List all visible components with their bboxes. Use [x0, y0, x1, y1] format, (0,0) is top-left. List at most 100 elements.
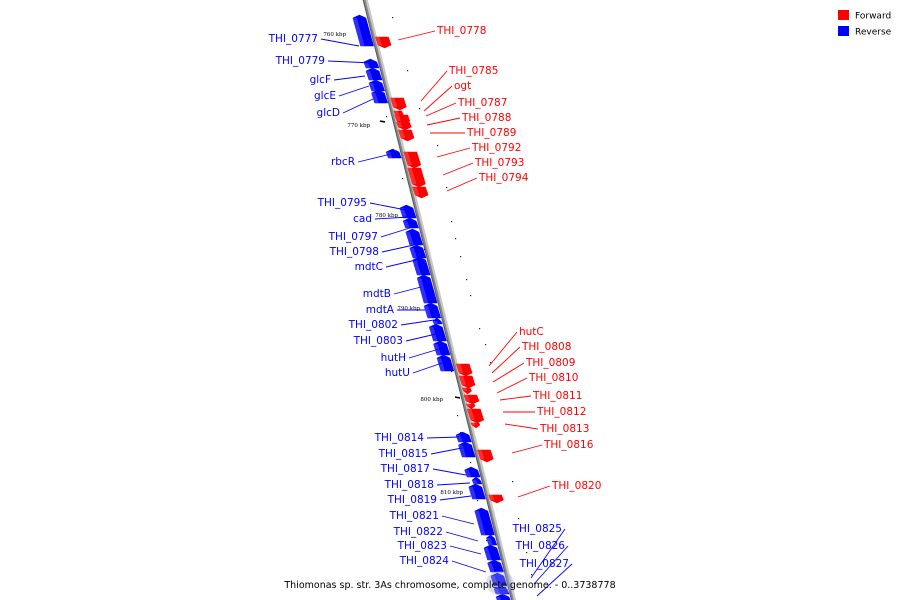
gene-thi-0793[interactable]	[407, 167, 426, 188]
gene-label-hutc[interactable]: hutC	[519, 326, 544, 338]
gene-arrow[interactable]	[402, 217, 419, 229]
gene-label-thi-0787[interactable]: THI_0787	[457, 97, 507, 109]
gene-arrow[interactable]	[409, 244, 427, 259]
gene-thi-0794[interactable]	[412, 186, 429, 199]
gene-arrow[interactable]	[405, 228, 424, 246]
gene-label-thi-0808[interactable]: THI_0808	[521, 341, 571, 353]
gene-thi-0802[interactable]	[432, 317, 443, 325]
gene-arrow[interactable]	[468, 483, 486, 500]
gene-mdta[interactable]	[423, 302, 442, 319]
gene-arrow[interactable]	[412, 256, 431, 276]
gene-label-thi-0825[interactable]: THI_0825	[512, 523, 562, 535]
gene-label-thi-0802[interactable]: THI_0802	[348, 319, 398, 331]
gene-label-thi-0792[interactable]: THI_0792	[471, 142, 521, 154]
gene-label-thi-0816[interactable]: THI_0816	[543, 439, 594, 451]
gene-label-thi-0813[interactable]: THI_0813	[539, 423, 589, 435]
gene-thi-0818[interactable]	[471, 476, 483, 485]
gene-label-mdtb[interactable]: mdtB	[363, 288, 391, 300]
gene-arrow[interactable]	[458, 375, 476, 389]
gene-label-glcd[interactable]: glcD	[317, 107, 340, 119]
gene-label-glcf[interactable]: glcF	[310, 74, 331, 86]
gene-arrow[interactable]	[490, 572, 508, 587]
gene-thi-0795[interactable]	[399, 204, 417, 219]
gene-label-thi-0785[interactable]: THI_0785	[448, 65, 498, 77]
gene-label-ogt[interactable]: ogt	[454, 80, 471, 92]
gene-arrow[interactable]	[470, 422, 481, 429]
gene-hutu[interactable]	[436, 354, 455, 372]
gene-thi-0785[interactable]	[390, 97, 407, 111]
gene-arrow[interactable]	[455, 363, 473, 377]
gene-thi-0813[interactable]	[470, 422, 481, 429]
gene-thi-0797[interactable]	[405, 228, 424, 246]
gene-thi-0792[interactable]	[403, 151, 422, 169]
gene-glcf[interactable]	[365, 67, 383, 81]
gene-label-thi-0794[interactable]: THI_0794	[478, 172, 529, 184]
gene-arrow[interactable]	[368, 79, 386, 92]
gene-arrow[interactable]	[352, 14, 374, 47]
gene-thi-0816[interactable]	[477, 449, 494, 463]
gene-arrow[interactable]	[487, 559, 504, 573]
gene-label-thi-0803[interactable]: THI_0803	[353, 335, 403, 347]
gene-label-thi-0788[interactable]: THI_0788	[461, 112, 511, 124]
gene-arrow[interactable]	[412, 186, 429, 199]
gene-label-thi-0809[interactable]: THI_0809	[525, 357, 575, 369]
gene-label-thi-0818[interactable]: THI_0818	[384, 479, 434, 491]
gene-arrow[interactable]	[407, 167, 426, 188]
gene-thi-0809[interactable]	[461, 387, 472, 395]
gene-arrow[interactable]	[493, 585, 510, 595]
gene-thi-0779[interactable]	[363, 58, 380, 69]
gene-label-thi-0812[interactable]: THI_0812	[536, 406, 586, 418]
gene-cad[interactable]	[402, 217, 419, 229]
gene-arrow[interactable]	[483, 544, 501, 561]
gene-arrow[interactable]	[390, 97, 407, 111]
gene-label-thi-0826[interactable]: THI_0826	[515, 540, 566, 552]
gene-thi-0823[interactable]	[483, 544, 501, 561]
gene-thi-0817[interactable]	[464, 466, 481, 478]
gene-mdtb[interactable]	[416, 274, 438, 304]
gene-thi-0826[interactable]	[493, 585, 510, 595]
gene-label-thi-0819[interactable]: THI_0819	[387, 494, 437, 506]
gene-label-thi-0797[interactable]: THI_0797	[328, 231, 378, 243]
gene-label-thi-0779[interactable]: THI_0779	[275, 55, 325, 67]
gene-label-thi-0821[interactable]: THI_0821	[389, 510, 439, 522]
gene-label-thi-0778[interactable]: THI_0778	[436, 25, 486, 37]
gene-glcd[interactable]	[371, 89, 389, 104]
gene-arrow[interactable]	[399, 204, 417, 219]
gene-label-thi-0777[interactable]: THI_0777	[268, 33, 318, 45]
gene-arrow[interactable]	[416, 274, 438, 304]
gene-arrow[interactable]	[471, 476, 483, 485]
gene-mdtc[interactable]	[412, 256, 431, 276]
gene-thi-0789[interactable]	[398, 129, 415, 142]
gene-thi-0810[interactable]	[463, 394, 480, 405]
gene-label-thi-0810[interactable]: THI_0810	[528, 372, 578, 384]
gene-hutc[interactable]	[455, 363, 473, 377]
gene-arrow[interactable]	[464, 466, 481, 478]
gene-arrow[interactable]	[396, 121, 412, 131]
gene-arrow[interactable]	[455, 431, 472, 443]
gene-thi-0803[interactable]	[428, 323, 447, 342]
gene-arrow[interactable]	[432, 317, 443, 325]
gene-arrow[interactable]	[433, 340, 451, 356]
gene-arrow[interactable]	[428, 323, 447, 342]
gene-arrow[interactable]	[477, 449, 494, 463]
gene-label-thi-0823[interactable]: THI_0823	[397, 540, 447, 552]
gene-thi-0778[interactable]	[375, 36, 392, 49]
gene-label-mdtc[interactable]: mdtC	[355, 261, 383, 273]
gene-arrow[interactable]	[423, 302, 442, 319]
gene-arrow[interactable]	[375, 36, 392, 49]
gene-label-thi-0822[interactable]: THI_0822	[393, 526, 443, 538]
gene-arrow[interactable]	[466, 408, 485, 424]
gene-label-thi-0815[interactable]: THI_0815	[378, 448, 428, 460]
gene-thi-0825[interactable]	[490, 572, 508, 587]
gene-label-thi-0798[interactable]: THI_0798	[329, 246, 379, 258]
gene-thi-0821[interactable]	[474, 507, 495, 536]
gene-arrow[interactable]	[465, 403, 476, 410]
gene-label-thi-0827[interactable]: THI_0827	[519, 558, 569, 570]
gene-label-thi-0820[interactable]: THI_0820	[551, 480, 601, 492]
gene-arrow[interactable]	[371, 89, 389, 104]
gene-arrow[interactable]	[398, 129, 415, 142]
gene-arrow[interactable]	[474, 507, 495, 536]
gene-arrow[interactable]	[461, 387, 472, 395]
gene-arrow[interactable]	[486, 534, 498, 546]
gene-thi-0822[interactable]	[486, 534, 498, 546]
